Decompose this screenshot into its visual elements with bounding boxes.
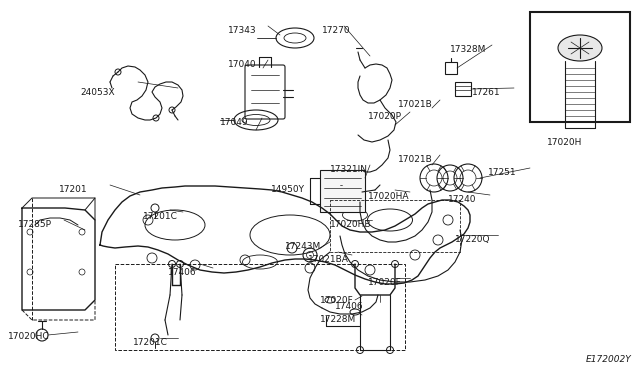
Bar [320, 170, 365, 212]
Text: 17020HC: 17020HC [8, 332, 50, 341]
Text: 17201: 17201 [60, 185, 88, 194]
Text: 17021BA: 17021BA [308, 255, 349, 264]
Text: 17020F: 17020F [368, 278, 402, 287]
Text: 17021B: 17021B [398, 155, 433, 164]
Ellipse shape [558, 35, 602, 61]
Bar [115, 264, 405, 350]
Text: 17020H: 17020H [547, 138, 582, 147]
Text: 17406: 17406 [168, 268, 196, 277]
Text: 17220Q: 17220Q [455, 235, 490, 244]
Text: 17270: 17270 [322, 26, 351, 35]
Text: 17040: 17040 [228, 60, 257, 69]
Text: 17021B: 17021B [398, 100, 433, 109]
Text: 17261: 17261 [472, 88, 500, 97]
Text: 17406: 17406 [335, 302, 364, 311]
Text: 17049: 17049 [220, 118, 248, 127]
Bar [455, 82, 471, 96]
Text: 17251: 17251 [488, 168, 516, 177]
Text: 17240: 17240 [448, 195, 477, 204]
Text: 24053X: 24053X [81, 88, 115, 97]
Text: 17201C: 17201C [133, 338, 168, 347]
Text: 17020HB: 17020HB [330, 220, 371, 229]
Text: 17228M: 17228M [320, 315, 356, 324]
Text: 17201C: 17201C [143, 212, 178, 221]
Text: 17321IN: 17321IN [330, 165, 368, 174]
Text: 17343: 17343 [228, 26, 257, 35]
Text: 17285P: 17285P [18, 220, 52, 229]
Bar [445, 62, 457, 74]
Bar [330, 200, 460, 252]
Text: 17020F: 17020F [320, 296, 354, 305]
Text: 17328M: 17328M [450, 45, 486, 54]
Text: E172002Y: E172002Y [586, 355, 632, 364]
Text: 17243M: 17243M [285, 242, 321, 251]
Text: 17020HA: 17020HA [368, 192, 410, 201]
Bar [530, 12, 630, 122]
Text: 17020P: 17020P [368, 112, 402, 121]
Text: 14950Y: 14950Y [271, 185, 305, 194]
